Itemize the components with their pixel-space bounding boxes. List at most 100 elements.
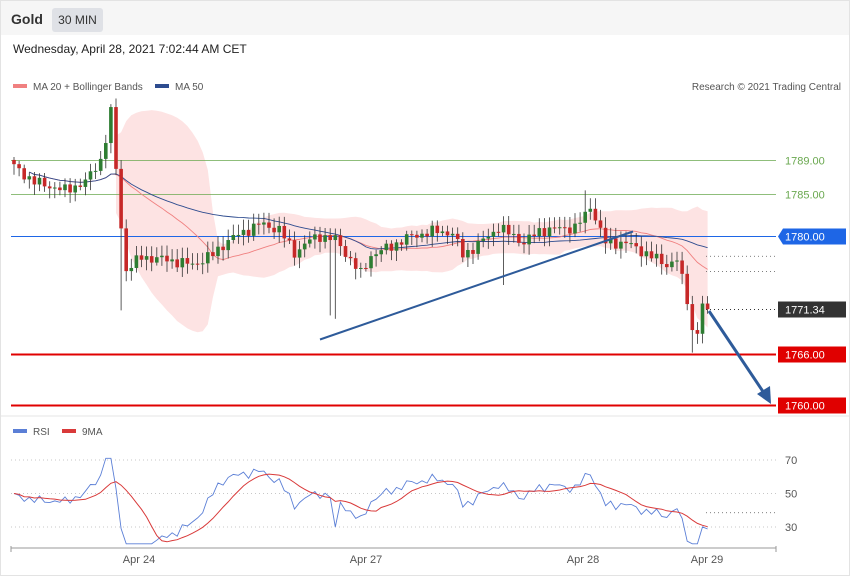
candle	[58, 181, 62, 196]
candle	[491, 223, 496, 247]
candle	[343, 239, 348, 262]
level-lines	[11, 160, 776, 407]
candle	[629, 232, 633, 249]
candle	[27, 172, 32, 189]
candle	[659, 244, 664, 275]
ma50-legend-swatch	[155, 84, 169, 88]
rsi-ma-line	[13, 473, 708, 543]
ma20-legend-swatch	[13, 84, 27, 88]
candle	[685, 265, 689, 311]
candle	[221, 236, 225, 261]
candle	[149, 246, 154, 272]
rsi-tick-label: 50	[785, 489, 797, 501]
price-tag-bg	[778, 346, 846, 363]
candle	[155, 247, 159, 266]
candle	[639, 236, 644, 267]
candle	[420, 229, 424, 243]
candle	[512, 224, 516, 243]
candle	[665, 254, 669, 275]
rsi-legend: RSI 9MA	[13, 427, 103, 438]
timeframe-selector[interactable]: 30 MIN	[52, 8, 103, 32]
candle	[231, 224, 236, 244]
candle	[654, 244, 659, 267]
candle	[287, 229, 292, 244]
candle	[139, 245, 144, 268]
candle	[583, 190, 587, 234]
candle	[461, 232, 465, 263]
candle	[328, 228, 332, 316]
candle	[272, 218, 276, 239]
x-tick-label: Apr 24	[123, 554, 155, 566]
candle	[226, 229, 230, 259]
candle	[425, 229, 429, 244]
candle	[282, 216, 287, 248]
price-tag-bg	[778, 397, 846, 414]
candle	[675, 251, 679, 272]
x-tick-label: Apr 29	[691, 554, 723, 566]
candle	[323, 227, 327, 249]
candle	[206, 241, 210, 273]
x-tick-label: Apr 27	[350, 554, 382, 566]
candle	[537, 218, 542, 242]
candle	[114, 98, 118, 176]
rsi-ma-legend-swatch	[62, 429, 76, 433]
candle	[430, 220, 434, 247]
candle	[88, 163, 93, 191]
candle	[104, 134, 108, 169]
candle	[471, 242, 475, 265]
candle	[160, 245, 164, 266]
candle	[93, 163, 98, 179]
candle	[450, 227, 455, 246]
candle	[185, 247, 190, 274]
candle	[42, 172, 47, 192]
candle	[466, 243, 470, 268]
price-tag-label: 1771.34	[785, 305, 825, 317]
candle	[129, 258, 134, 281]
candle	[364, 262, 368, 272]
candle	[302, 235, 307, 258]
candle	[680, 251, 684, 285]
candle	[384, 239, 389, 255]
candle	[68, 178, 72, 203]
candle	[190, 253, 195, 270]
moving-averages	[29, 171, 708, 270]
candle	[506, 216, 511, 245]
candle	[415, 230, 419, 248]
candle	[705, 296, 710, 314]
ma20-legend-label: MA 20 + Bollinger Bands	[33, 82, 143, 93]
candle	[614, 227, 618, 255]
candle	[78, 178, 83, 191]
candle	[292, 231, 297, 266]
candle	[695, 322, 700, 344]
candle	[374, 249, 378, 267]
rsi-panel: 70 50 30	[11, 455, 797, 545]
candle	[170, 249, 174, 269]
price-tag-label: 1789.00	[785, 156, 825, 168]
candle	[251, 213, 256, 241]
candle	[313, 226, 317, 249]
ascending-trendline	[319, 230, 634, 341]
candle	[634, 233, 638, 254]
candle	[348, 250, 353, 266]
candle	[547, 217, 552, 247]
rsi-tick-label: 70	[785, 455, 797, 467]
candle	[399, 239, 404, 251]
candle	[267, 212, 271, 234]
candle	[496, 223, 501, 237]
candle	[297, 240, 302, 269]
candle	[455, 227, 460, 247]
candle	[369, 251, 373, 277]
candle	[435, 220, 440, 242]
candle	[568, 217, 572, 243]
candle	[22, 164, 26, 184]
bollinger-band-area	[116, 110, 708, 333]
rsi-ma-legend-label: 9MA	[82, 427, 103, 438]
candle	[109, 104, 113, 154]
price-tag-bg	[778, 301, 846, 318]
ma20-line	[29, 171, 708, 270]
ma50-line	[29, 171, 708, 250]
instrument-title: Gold	[11, 11, 43, 27]
candle	[573, 213, 577, 238]
candle	[410, 230, 414, 245]
